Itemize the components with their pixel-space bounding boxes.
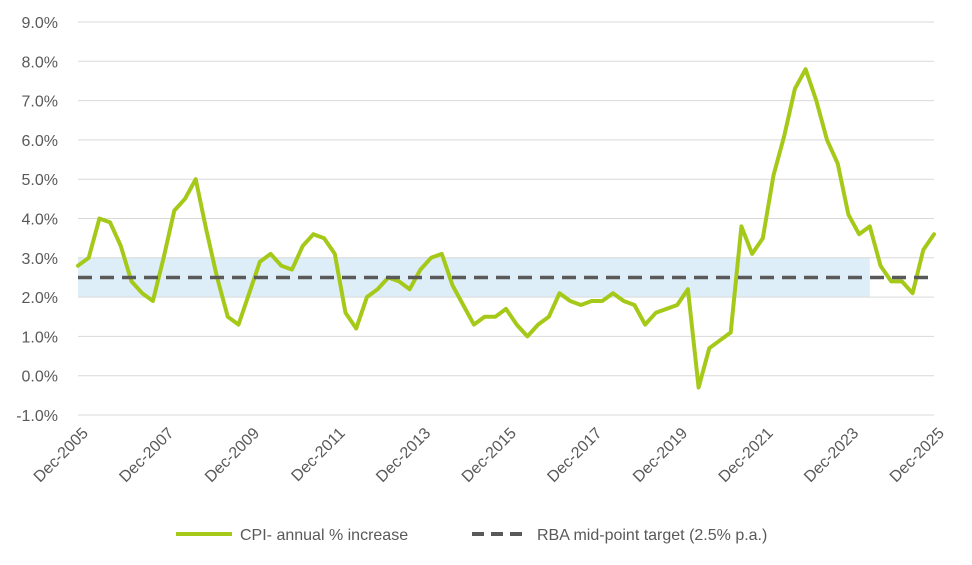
- y-tick-label: -1.0%: [16, 408, 58, 425]
- y-tick-label: 1.0%: [22, 329, 58, 346]
- cpi-series-line: [76, 67, 936, 390]
- legend-label-rba: RBA mid-point target (2.5% p.a.): [537, 527, 767, 544]
- y-tick-label: 6.0%: [22, 133, 58, 150]
- x-tick-label: Dec-2005: [31, 425, 92, 486]
- x-tick-label: Dec-2013: [373, 425, 434, 486]
- x-tick-label: Dec-2023: [801, 425, 862, 486]
- x-tick-label: Dec-2021: [716, 425, 777, 486]
- y-tick-label: 5.0%: [22, 172, 58, 189]
- y-tick-label: 0.0%: [22, 369, 58, 386]
- y-axis-tick-labels: -1.0% 0.0% 1.0% 2.0% 3.0% 4.0% 5.0% 6.0% 7.0% 8.0…: [16, 15, 58, 425]
- y-tick-label: 3.0%: [22, 251, 58, 268]
- y-tick-label: 8.0%: [22, 54, 58, 71]
- x-tick-label: Dec-2017: [544, 425, 605, 486]
- x-axis-tick-labels: Dec-2005 Dec-2007 Dec-2009 Dec-2011 Dec-2013…: [31, 425, 948, 486]
- x-tick-label: Dec-2025: [887, 425, 948, 486]
- x-tick-label: Dec-2019: [630, 425, 691, 486]
- x-tick-label: Dec-2015: [459, 425, 520, 486]
- legend: CPI- annual % increase RBA mid-point targ…: [176, 527, 767, 544]
- series-lines: [76, 67, 936, 390]
- legend-label-cpi: CPI- annual % increase: [240, 527, 408, 544]
- y-tick-label: 7.0%: [22, 94, 58, 111]
- y-tick-label: 9.0%: [22, 15, 58, 32]
- x-tick-label: Dec-2009: [202, 425, 263, 486]
- x-tick-label: Dec-2007: [116, 425, 177, 486]
- y-tick-label: 2.0%: [22, 290, 58, 307]
- gridlines: [78, 21, 934, 416]
- y-tick-label: 4.0%: [22, 212, 58, 229]
- x-tick-label: Dec-2011: [288, 425, 348, 485]
